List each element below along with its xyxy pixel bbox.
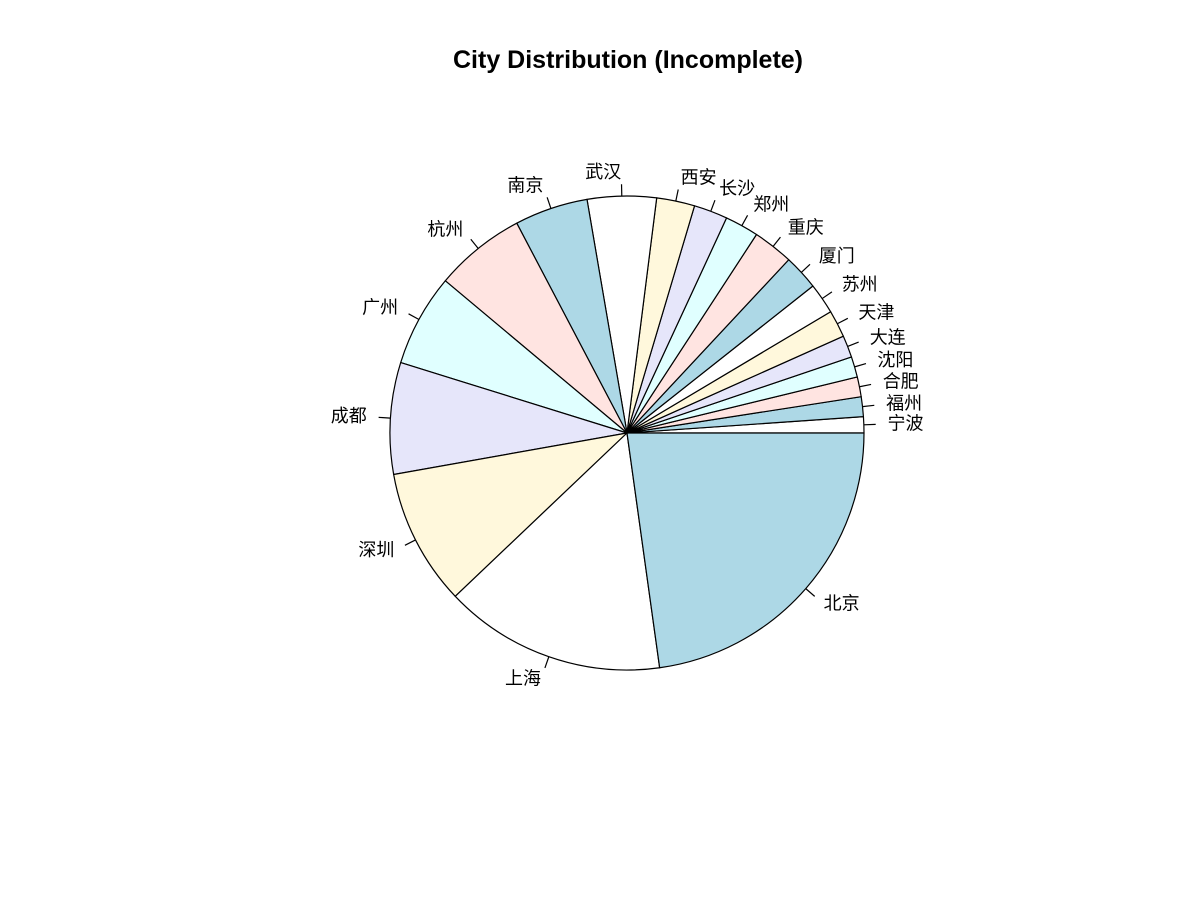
slice-tick	[862, 404, 875, 408]
slice-label: 南京	[507, 176, 543, 197]
slice-label: 长沙	[719, 179, 755, 200]
slice-tick	[408, 313, 420, 321]
slice-label: 厦门	[819, 246, 855, 267]
slice-label: 郑州	[753, 194, 789, 215]
slice-tick	[854, 362, 867, 368]
slice-label: 宁波	[888, 413, 924, 434]
slice-tick	[378, 416, 391, 419]
slice-label: 合肥	[883, 372, 919, 393]
slice-label: 福州	[886, 393, 922, 414]
slice-label: 成都	[331, 406, 367, 427]
slice-tick	[710, 199, 716, 212]
slice-label: 深圳	[358, 540, 394, 561]
slice-tick	[741, 215, 749, 226]
slice-tick	[470, 238, 479, 249]
pie-slices-group	[389, 195, 865, 671]
slice-label: 广州	[362, 298, 398, 319]
slice-tick	[837, 317, 849, 325]
slice-tick	[800, 263, 811, 273]
label-ticks-group	[378, 184, 876, 669]
chart-title: City Distribution (Incomplete)	[453, 46, 803, 74]
slice-label: 重庆	[788, 217, 824, 238]
slice-label: 沈阳	[877, 350, 913, 371]
slice-label: 北京	[824, 594, 860, 615]
pie-slice	[454, 432, 661, 671]
slice-tick	[859, 383, 872, 388]
slice-tick	[821, 291, 833, 300]
slice-tick	[772, 236, 781, 247]
slice-label: 大连	[870, 327, 906, 348]
slice-tick	[847, 341, 859, 348]
slice-label: 上海	[505, 669, 541, 690]
slice-label: 武汉	[585, 162, 621, 183]
slice-tick	[675, 189, 679, 202]
slice-label: 天津	[858, 302, 894, 323]
slice-tick	[544, 656, 550, 669]
pie-slice	[389, 362, 628, 476]
slice-tick	[805, 588, 816, 597]
pie-slice	[626, 432, 865, 669]
slice-label: 西安	[681, 167, 717, 188]
slice-label: 苏州	[842, 275, 878, 296]
slice-tick	[404, 539, 416, 546]
pie-slice	[393, 432, 628, 597]
slice-label: 杭州	[427, 220, 463, 241]
slice-tick	[546, 197, 552, 209]
